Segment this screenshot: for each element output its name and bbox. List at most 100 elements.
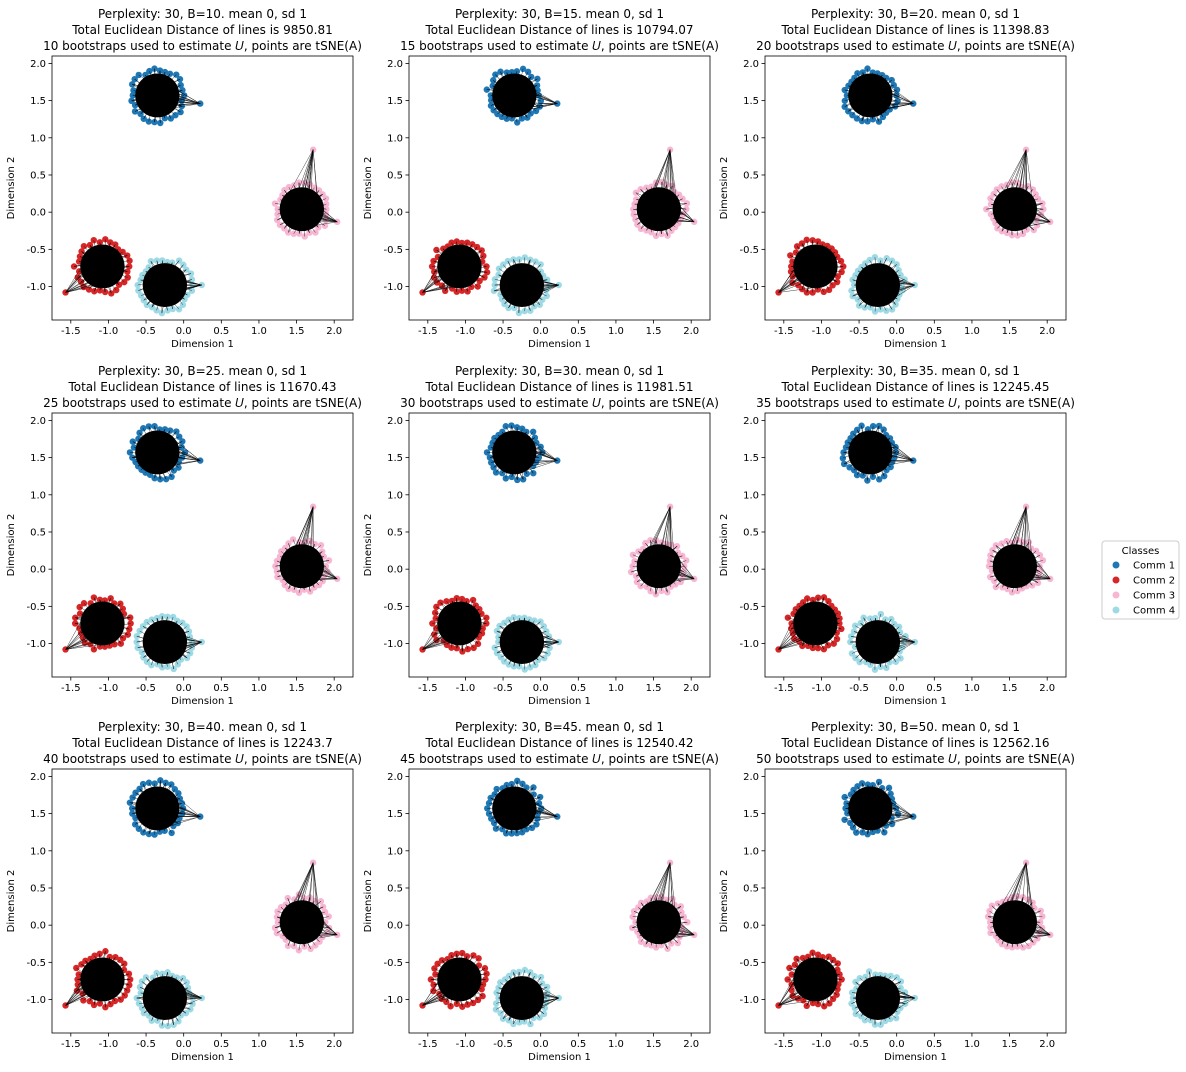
cluster-comm-2 (419, 238, 491, 296)
cluster-comm-3 (628, 859, 698, 952)
outlier-line (778, 629, 801, 650)
x-tick-label: -1.0 (812, 1039, 832, 1050)
outlier-line (502, 806, 558, 817)
connecting-lines (422, 241, 488, 293)
x-axis-label: Dimension 1 (528, 339, 591, 350)
connecting-line (858, 258, 887, 306)
outlier-line (422, 639, 466, 650)
cluster-point (123, 987, 131, 994)
connecting-line (446, 601, 479, 638)
connecting-line (787, 617, 837, 634)
outlier-line (284, 915, 338, 936)
connecting-line (640, 902, 679, 944)
outlier-line (778, 620, 834, 650)
connecting-line (807, 597, 825, 646)
y-tick-label: 2.0 (743, 772, 759, 783)
connecting-line (282, 901, 322, 937)
connecting-line (500, 71, 528, 118)
outlier-line (136, 96, 201, 104)
connecting-line (511, 68, 524, 119)
outlier-line (666, 149, 671, 206)
connecting-line (151, 619, 182, 660)
outlier-line (157, 997, 202, 1018)
x-tick-label: 1.5 (1002, 1039, 1018, 1050)
outlier-line (1025, 862, 1034, 918)
connecting-line (143, 622, 183, 658)
y-axis-label: Dimension 2 (719, 514, 730, 577)
connecting-line (498, 434, 524, 480)
x-axis-label: Dimension 1 (171, 696, 234, 707)
connecting-line (519, 619, 530, 667)
connecting-line (852, 264, 897, 297)
outlier-line (1005, 862, 1027, 905)
panel-title-line2: Total Euclidean Distance of lines is 116… (67, 380, 336, 394)
connecting-line (159, 780, 161, 832)
legend-marker (1112, 576, 1120, 584)
connecting-line (1002, 539, 1018, 588)
connecting-line (852, 274, 901, 297)
outlier-line (646, 506, 671, 560)
outlier-line (145, 808, 201, 817)
connecting-line (436, 608, 480, 641)
connecting-line (637, 185, 673, 225)
outlier-line (154, 435, 201, 461)
y-tick-label: 1.5 (387, 453, 403, 464)
outlier-line (672, 197, 695, 223)
y-tick-label: 1.5 (30, 453, 46, 464)
connecting-line (132, 798, 180, 814)
cluster-comm-1 (484, 777, 561, 837)
outlier-line (292, 149, 314, 227)
connecting-line (496, 621, 541, 654)
outlier-line (869, 995, 915, 999)
outlier-line (305, 149, 314, 199)
outlier-line (670, 916, 695, 936)
x-axis-label: Dimension 1 (884, 1052, 947, 1063)
outlier-line (1023, 506, 1027, 567)
y-axis-label: Dimension 2 (719, 870, 730, 933)
y-tick-label: 0.0 (30, 921, 46, 932)
outlier-line (665, 862, 671, 938)
connecting-line (275, 556, 324, 567)
connecting-line (861, 75, 883, 122)
connecting-line (104, 600, 110, 646)
outlier-line (65, 615, 121, 650)
outlier-line (1028, 929, 1051, 936)
connecting-line (869, 259, 896, 305)
connecting-line (441, 255, 484, 286)
panel-title-line3: 10 bootstraps used to estimate 𝑈, points… (43, 39, 362, 53)
cluster-point (508, 422, 515, 429)
outlier-line (516, 627, 559, 643)
connecting-lines (844, 68, 914, 122)
outlier-line (507, 797, 558, 817)
outlier-line (148, 805, 201, 817)
connecting-line (853, 433, 887, 471)
outlier-line (653, 911, 695, 936)
connecting-line (852, 997, 901, 1009)
connecting-line (502, 986, 548, 1019)
outlier-line (640, 862, 671, 920)
outlier-line (422, 607, 458, 650)
connecting-line (516, 783, 523, 834)
y-tick-label: 1.0 (387, 133, 403, 144)
connecting-line (160, 780, 165, 831)
outlier-line (888, 284, 915, 302)
connecting-line (511, 431, 527, 478)
connecting-lines (851, 971, 915, 1025)
y-tick-label: 0.0 (743, 565, 759, 576)
x-tick-label: 2.0 (1039, 326, 1055, 337)
connecting-line (156, 972, 174, 1025)
connecting-line (508, 975, 534, 1019)
outlier-line (887, 87, 914, 104)
cluster-marks (775, 422, 1054, 673)
outlier-line (138, 805, 201, 817)
panel-5: Perplexity: 30, B=30. mean 0, sd 1 Total … (363, 364, 719, 707)
connecting-line (993, 208, 1044, 219)
connecting-line (508, 972, 531, 1021)
cluster-point (483, 86, 490, 93)
outlier-line (778, 634, 829, 650)
connecting-lines (633, 149, 695, 236)
connecting-lines (989, 506, 1051, 593)
outlier-line (654, 914, 695, 936)
y-tick-label: -1.0 (739, 639, 759, 650)
connecting-line (812, 952, 819, 1005)
